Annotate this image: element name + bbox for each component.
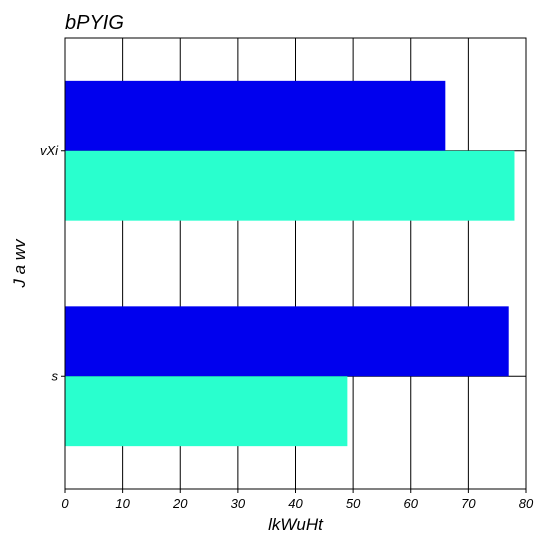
x-tick-label: 20 (172, 496, 188, 511)
x-tick-label: 10 (115, 496, 130, 511)
bar (65, 150, 515, 221)
bars (65, 80, 515, 447)
bar (65, 306, 509, 377)
x-tick-label: 30 (231, 496, 246, 511)
y-axis-label: J a wv (10, 238, 29, 289)
x-tick-label: 50 (346, 496, 361, 511)
chart-title: bPYIG (65, 12, 124, 34)
x-tick-label: 0 (61, 496, 69, 511)
bar (65, 376, 348, 447)
ticks: 0 10 20 30 40 50 60 70 80 vXi s (40, 143, 534, 511)
x-tick-label: 60 (404, 496, 419, 511)
x-axis-label: lkWuHt (268, 515, 324, 534)
y-tick-label: vXi (40, 143, 59, 158)
x-tick-label: 70 (461, 496, 476, 511)
x-tick-label: 80 (519, 496, 534, 511)
y-tick-label: s (52, 368, 59, 383)
bar (65, 80, 446, 151)
x-tick-label: 40 (288, 496, 303, 511)
